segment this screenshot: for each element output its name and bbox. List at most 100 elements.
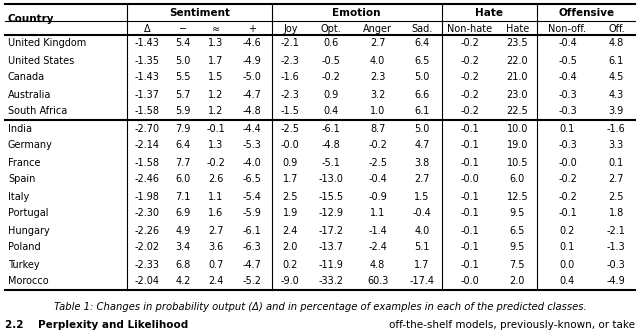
Text: 1.5: 1.5 [414, 192, 429, 202]
Text: 1.9: 1.9 [283, 209, 298, 218]
Text: 22.0: 22.0 [507, 56, 528, 66]
Text: -1.37: -1.37 [134, 89, 159, 100]
Text: -0.2: -0.2 [460, 56, 479, 66]
Text: 7.5: 7.5 [509, 260, 525, 269]
Text: -5.4: -5.4 [243, 192, 261, 202]
Text: 1.1: 1.1 [370, 209, 385, 218]
Text: 0.4: 0.4 [560, 276, 575, 287]
Text: 5.9: 5.9 [175, 107, 191, 117]
Text: 3.3: 3.3 [609, 140, 624, 151]
Text: 6.9: 6.9 [175, 209, 191, 218]
Text: -0.2: -0.2 [460, 72, 479, 82]
Text: 1.2: 1.2 [208, 107, 223, 117]
Text: 2.3: 2.3 [370, 72, 385, 82]
Text: 6.1: 6.1 [609, 56, 624, 66]
Text: 4.0: 4.0 [414, 225, 429, 235]
Text: 0.7: 0.7 [208, 260, 223, 269]
Text: 3.9: 3.9 [609, 107, 624, 117]
Text: -0.4: -0.4 [558, 38, 577, 49]
Text: -0.1: -0.1 [460, 140, 479, 151]
Text: 0.4: 0.4 [323, 107, 339, 117]
Text: 4.3: 4.3 [609, 89, 624, 100]
Text: -0.3: -0.3 [558, 140, 577, 151]
Text: 0.1: 0.1 [609, 158, 624, 167]
Text: 60.3: 60.3 [367, 276, 388, 287]
Text: 2.4: 2.4 [283, 225, 298, 235]
Text: 3.8: 3.8 [414, 158, 429, 167]
Text: -5.3: -5.3 [243, 140, 261, 151]
Text: 1.7: 1.7 [283, 174, 298, 184]
Text: 3.2: 3.2 [370, 89, 385, 100]
Text: -5.9: -5.9 [243, 209, 261, 218]
Text: Hate: Hate [476, 8, 504, 18]
Text: 6.0: 6.0 [175, 174, 191, 184]
Text: 6.5: 6.5 [509, 225, 525, 235]
Text: -15.5: -15.5 [319, 192, 344, 202]
Text: 21.0: 21.0 [507, 72, 528, 82]
Text: -4.6: -4.6 [243, 38, 261, 49]
Text: United States: United States [8, 56, 74, 66]
Text: -0.4: -0.4 [413, 209, 431, 218]
Text: -2.1: -2.1 [281, 38, 300, 49]
Text: 4.7: 4.7 [414, 140, 429, 151]
Text: -0.3: -0.3 [558, 107, 577, 117]
Text: Non-off.: Non-off. [548, 24, 586, 34]
Text: -9.0: -9.0 [281, 276, 300, 287]
Text: -0.1: -0.1 [460, 123, 479, 133]
Text: -0.9: -0.9 [368, 192, 387, 202]
Text: 19.0: 19.0 [507, 140, 528, 151]
Text: Country: Country [8, 15, 54, 24]
Text: France: France [8, 158, 40, 167]
Text: -5.1: -5.1 [322, 158, 340, 167]
Text: 2.0: 2.0 [509, 276, 525, 287]
Text: 2.6: 2.6 [208, 174, 223, 184]
Text: 1.0: 1.0 [370, 107, 385, 117]
Text: −: − [179, 24, 188, 34]
Text: Non-hate: Non-hate [447, 24, 492, 34]
Text: -1.4: -1.4 [368, 225, 387, 235]
Text: -4.8: -4.8 [243, 107, 261, 117]
Text: 0.1: 0.1 [560, 243, 575, 253]
Text: -1.43: -1.43 [134, 38, 159, 49]
Text: -4.9: -4.9 [607, 276, 626, 287]
Text: 1.7: 1.7 [414, 260, 429, 269]
Text: -6.1: -6.1 [243, 225, 261, 235]
Text: -2.1: -2.1 [607, 225, 626, 235]
Text: -0.2: -0.2 [460, 89, 479, 100]
Text: -1.6: -1.6 [607, 123, 626, 133]
Text: -2.5: -2.5 [368, 158, 387, 167]
Text: -1.98: -1.98 [134, 192, 159, 202]
Text: -1.58: -1.58 [134, 107, 159, 117]
Text: Off.: Off. [608, 24, 625, 34]
Text: 2.0: 2.0 [283, 243, 298, 253]
Text: Offensive: Offensive [558, 8, 614, 18]
Text: 3.6: 3.6 [208, 243, 223, 253]
Text: -0.1: -0.1 [460, 192, 479, 202]
Text: Portugal: Portugal [8, 209, 49, 218]
Text: Emotion: Emotion [332, 8, 381, 18]
Text: Italy: Italy [8, 192, 29, 202]
Text: 23.0: 23.0 [507, 89, 528, 100]
Text: 1.6: 1.6 [208, 209, 223, 218]
Text: 6.4: 6.4 [414, 38, 429, 49]
Text: -0.5: -0.5 [322, 56, 340, 66]
Text: 6.4: 6.4 [175, 140, 191, 151]
Text: -4.4: -4.4 [243, 123, 261, 133]
Text: -0.1: -0.1 [460, 158, 479, 167]
Text: 10.5: 10.5 [507, 158, 528, 167]
Text: 1.8: 1.8 [609, 209, 624, 218]
Text: -0.2: -0.2 [558, 192, 577, 202]
Text: -2.04: -2.04 [134, 276, 159, 287]
Text: 1.7: 1.7 [208, 56, 223, 66]
Text: -0.1: -0.1 [460, 243, 479, 253]
Text: -13.7: -13.7 [319, 243, 344, 253]
Text: 8.7: 8.7 [370, 123, 385, 133]
Text: 5.4: 5.4 [175, 38, 191, 49]
Text: 9.5: 9.5 [509, 243, 525, 253]
Text: 10.0: 10.0 [507, 123, 528, 133]
Text: -0.3: -0.3 [607, 260, 626, 269]
Text: -0.1: -0.1 [460, 209, 479, 218]
Text: 23.5: 23.5 [507, 38, 528, 49]
Text: off-the-shelf models, previously-known, or take: off-the-shelf models, previously-known, … [389, 320, 635, 330]
Text: 4.0: 4.0 [370, 56, 385, 66]
